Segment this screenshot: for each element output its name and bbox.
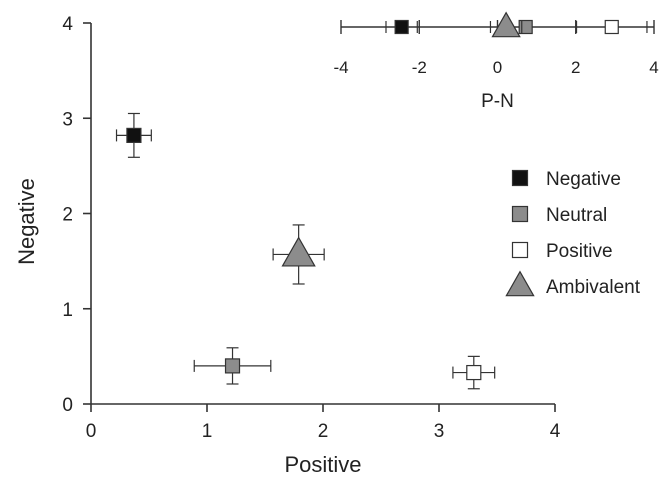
inset-tick-label: 4 [649, 58, 658, 77]
legend-label: Neutral [546, 205, 607, 226]
data-point-negative [115, 112, 152, 158]
legend-item-positive: Positive [511, 241, 613, 262]
square-marker [604, 19, 619, 35]
legend-square-marker [511, 241, 529, 259]
y-tick-label: 1 [62, 300, 73, 321]
inset-point-neutral [518, 19, 533, 35]
legend-item-negative: Negative [511, 169, 621, 190]
data-point-positive [452, 355, 496, 390]
inset-point-negative [385, 19, 418, 35]
x-tick-label: 2 [318, 421, 329, 442]
inset-data-points [385, 11, 648, 38]
y-tick-label: 4 [62, 14, 73, 35]
legend: Negative Neutral Positive Ambivalent [505, 169, 641, 298]
inset-tick-label: -2 [412, 58, 427, 77]
y-tick-label: 2 [62, 205, 73, 226]
x-tick-label: 0 [86, 421, 97, 442]
square-marker [466, 364, 482, 381]
data-point-ambivalent [272, 224, 325, 285]
inset-x-axis-label: P-N [481, 91, 514, 112]
triangle-marker [491, 11, 521, 38]
main-data-points [115, 112, 496, 390]
y-tick-label: 3 [62, 109, 73, 130]
inset-tick-label: 0 [493, 58, 502, 77]
x-tick-label: 4 [550, 421, 561, 442]
x-tick-label: 3 [434, 421, 445, 442]
legend-triangle-marker [505, 270, 535, 297]
square-marker [224, 358, 241, 374]
inset-tick-label: 2 [571, 58, 580, 77]
square-marker [394, 19, 409, 35]
legend-square-marker [511, 205, 529, 223]
y-tick-label: 0 [62, 395, 73, 416]
inset-tick-label: -4 [333, 58, 348, 77]
legend-item-neutral: Neutral [511, 205, 607, 226]
legend-item-ambivalent: Ambivalent [505, 270, 641, 298]
main-tick-labels: 0 1 2 3 4 0 1 2 3 4 [62, 14, 560, 442]
legend-label: Ambivalent [546, 277, 641, 298]
legend-label: Positive [546, 241, 613, 262]
legend-label: Negative [546, 169, 621, 190]
triangle-marker [281, 236, 316, 267]
inset-point-ambivalent [489, 11, 523, 38]
inset-point-positive [575, 19, 648, 35]
legend-square-marker [511, 169, 529, 187]
x-tick-label: 1 [202, 421, 213, 442]
square-marker [518, 19, 533, 35]
x-axis-label: Positive [284, 452, 361, 477]
main-axes [83, 22, 556, 412]
data-point-neutral [193, 347, 272, 385]
y-axis-label: Negative [14, 178, 39, 265]
square-marker [126, 127, 142, 143]
